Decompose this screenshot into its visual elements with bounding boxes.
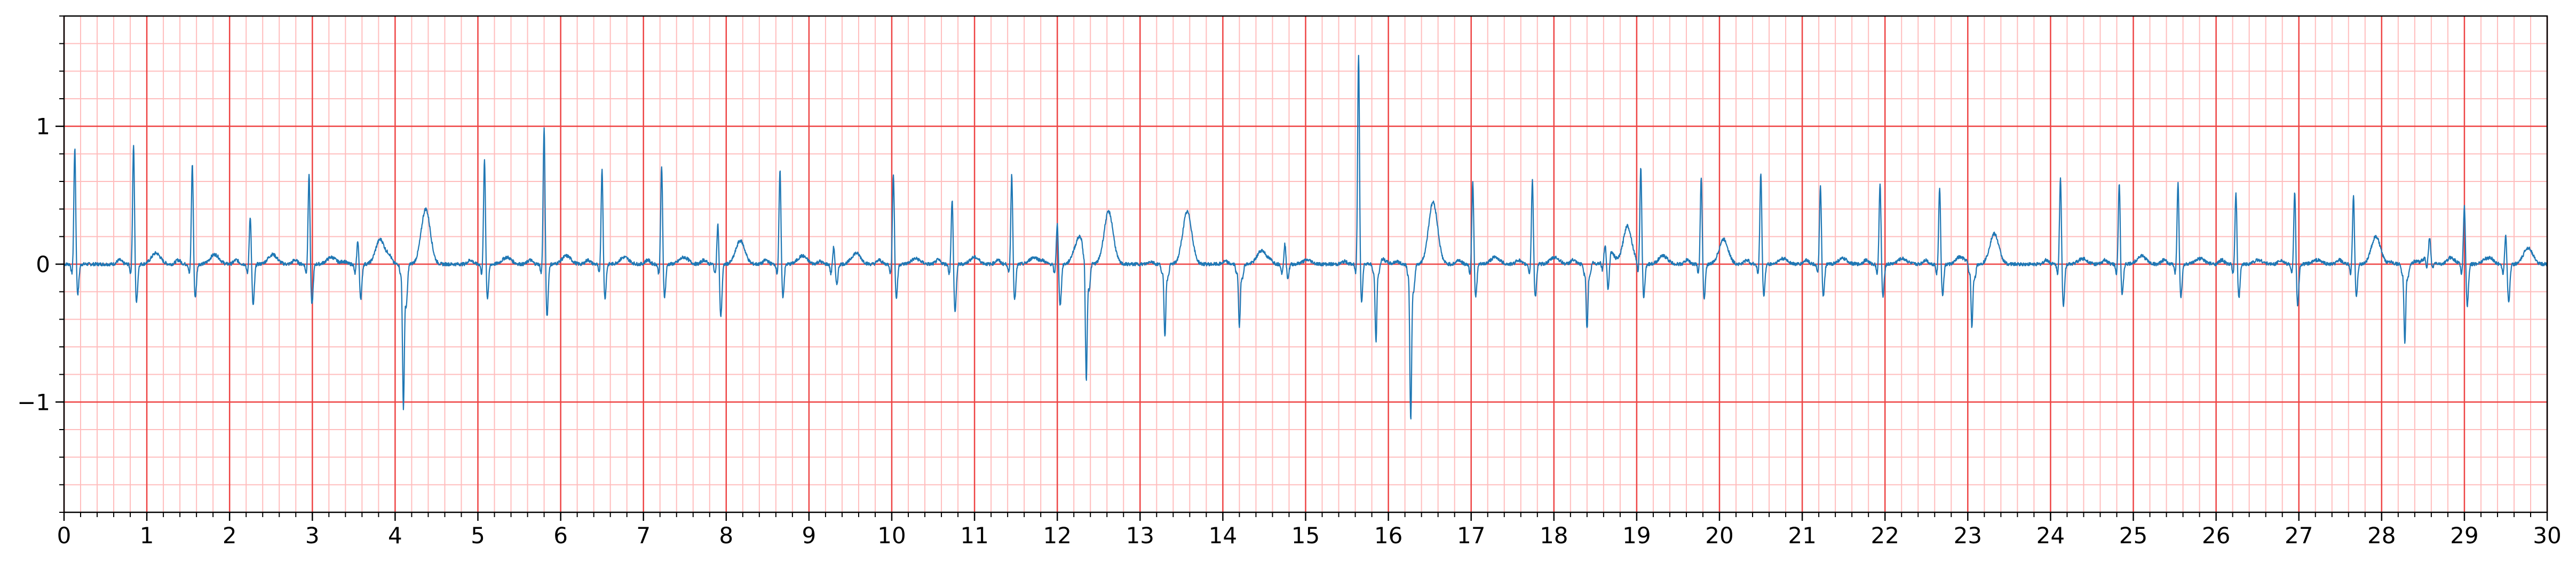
x-tick-label: 1 [140,522,154,549]
x-axis-ticks [63,512,2548,521]
x-tick-label: 22 [1870,522,1899,549]
x-tick-label: 30 [2533,522,2561,549]
x-tick-label: 27 [2285,522,2313,549]
y-axis-tick-labels: −1 0 1 [17,114,50,416]
x-tick-label: 8 [719,522,733,549]
x-tick-label: 15 [1291,522,1320,549]
ecg-signal-line [64,54,2548,420]
x-tick-label: 14 [1209,522,1237,549]
x-tick-label: 23 [1954,522,1982,549]
x-tick-label: 20 [1705,522,1733,549]
x-tick-label: 10 [877,522,906,549]
x-tick-label: 16 [1374,522,1402,549]
x-tick-label: 9 [802,522,817,549]
x-tick-label: 6 [553,522,568,549]
x-tick-label: 5 [471,522,485,549]
x-tick-label: 17 [1457,522,1485,549]
y-tick-label: 0 [36,251,50,277]
x-tick-label: 21 [1788,522,1816,549]
x-tick-label: 11 [960,522,988,549]
x-tick-label: 19 [1622,522,1651,549]
x-tick-label: 26 [2202,522,2230,549]
x-tick-label: 0 [57,522,72,549]
x-tick-label: 3 [305,522,320,549]
x-tick-label: 29 [2450,522,2478,549]
y-tick-label: 1 [36,114,50,140]
x-tick-label: 7 [636,522,651,549]
x-tick-label: 24 [2036,522,2065,549]
x-tick-label: 4 [388,522,402,549]
x-tick-label: 2 [223,522,237,549]
x-tick-label: 28 [2367,522,2396,549]
y-axis-ticks [56,15,64,513]
y-tick-label: −1 [17,389,50,415]
x-tick-label: 13 [1126,522,1154,549]
x-tick-label: 12 [1043,522,1071,549]
signal-layer [64,54,2548,420]
x-tick-label: 18 [1540,522,1568,549]
x-tick-label: 25 [2119,522,2147,549]
x-axis-tick-labels: 0 1 2 3 4 5 6 7 8 9 10 11 12 13 14 15 16 17 18 19 20 21 22 23 24… [57,522,2562,549]
